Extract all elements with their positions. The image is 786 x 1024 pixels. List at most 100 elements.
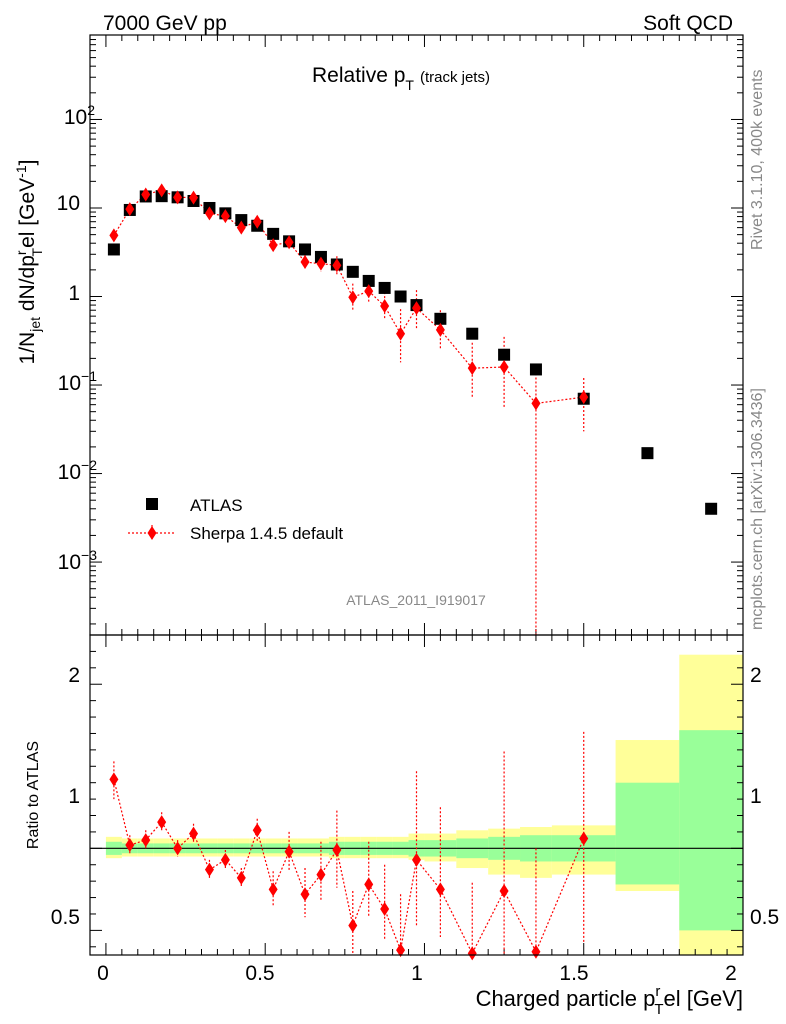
atlas-point — [529, 363, 542, 376]
xtick-label-2: 1 — [411, 962, 423, 985]
atlas-point — [705, 502, 718, 515]
sherpa-point — [435, 322, 445, 337]
sherpa-point — [268, 238, 278, 253]
analysis-watermark: ATLAS_2011_I919017 — [346, 592, 486, 608]
atlas-point — [641, 447, 654, 460]
atlas-point — [107, 243, 120, 256]
ratio-point — [467, 946, 477, 961]
atlas-point — [362, 274, 375, 287]
ratio-ytick-label-1-left: 1 — [68, 785, 80, 808]
main-ticks — [89, 34, 744, 635]
header-left: 7000 GeV pp — [103, 12, 227, 35]
header-right: Soft QCD — [643, 12, 733, 35]
ratio-point — [189, 826, 199, 841]
ratio-point — [157, 815, 167, 830]
ratio-point — [220, 852, 230, 867]
sherpa-point — [579, 390, 589, 405]
xlabel: Charged particle pr Tel [GeV] — [476, 983, 743, 1018]
ratio-point — [435, 882, 445, 897]
ratio-point — [364, 877, 374, 892]
ratio-point — [396, 943, 406, 958]
main-ytick-label-3: 10−1 — [58, 368, 98, 395]
atlas-point — [466, 327, 479, 340]
sherpa-point — [236, 220, 246, 235]
sherpa-point — [348, 290, 358, 305]
ratio-point — [380, 902, 390, 917]
sherpa-point — [531, 396, 541, 411]
svg-text:10: 10 — [57, 192, 80, 215]
legend-entry-sherpa: Sherpa 1.4.5 default — [128, 524, 343, 543]
sherpa-point — [109, 228, 119, 243]
sherpa-point — [125, 202, 135, 217]
ratio-point — [499, 884, 509, 898]
ratio-ytick-label-1-right: 1 — [750, 785, 762, 808]
atlas-point — [434, 312, 447, 325]
atlas-point — [299, 243, 312, 256]
svg-text:10−3: 10−3 — [58, 547, 98, 574]
legend-sherpa-label: Sherpa 1.4.5 default — [190, 524, 343, 543]
legend-atlas-marker — [146, 498, 158, 510]
ratio-point — [204, 862, 214, 877]
ratio-point — [316, 867, 326, 882]
sherpa-point — [252, 214, 262, 229]
svg-text:10−2: 10−2 — [58, 457, 98, 484]
ratio-ytick-label-0-right: 0.5 — [750, 906, 779, 929]
ratio-ytick-label-0-left: 0.5 — [51, 906, 80, 929]
atlas-point — [267, 227, 280, 240]
sherpa-point — [412, 301, 421, 316]
ratio-point — [284, 844, 294, 859]
svg-text:102: 102 — [64, 102, 95, 129]
sherpa-point — [284, 235, 294, 250]
main-ylabel: 1/Njet dN/dprTel [GeV-1] — [13, 160, 45, 365]
ratio-point — [125, 838, 135, 853]
mcplots-side-text: mcplots.cern.ch [arXiv:1306.3436] — [749, 388, 766, 630]
main-frame — [89, 34, 744, 636]
ratio-green-bin — [679, 730, 743, 931]
ratio-green-bin — [615, 782, 680, 885]
sherpa-point — [173, 190, 183, 205]
main-ytick-label-5: 10−3 — [58, 547, 98, 574]
atlas-point — [498, 348, 511, 361]
ratio-ylabel: Ratio to ATLAS — [25, 741, 42, 849]
ratio-marker-layer — [109, 772, 589, 961]
ratio-point — [300, 887, 310, 902]
ratio-ytick-label-2-right: 2 — [750, 664, 762, 687]
svg-text:10−1: 10−1 — [58, 368, 98, 395]
main-ytick-label-0: 102 — [64, 102, 95, 129]
atlas-point — [235, 214, 248, 227]
sherpa-point — [499, 359, 509, 374]
sherpa-point — [380, 299, 390, 314]
ratio-point — [252, 823, 262, 838]
atlas-point — [378, 281, 391, 294]
atlas-point — [346, 265, 359, 278]
sherpa-point — [396, 326, 406, 341]
ratio-point — [579, 831, 589, 846]
legend-sherpa-marker — [147, 526, 157, 540]
ratio-point — [173, 841, 183, 856]
sherpa-marker-layer — [109, 183, 589, 411]
sherpa-point — [157, 183, 167, 198]
xtick-label-0: 0 — [97, 962, 109, 985]
xtick-label-4: 2 — [725, 962, 737, 985]
sherpa-point — [204, 206, 214, 221]
atlas-marker-layer — [107, 190, 718, 515]
legend-entry-atlas: ATLAS — [146, 496, 243, 515]
main-ytick-label-1: 10 — [57, 192, 80, 215]
sherpa-point — [316, 256, 326, 271]
sherpa-point — [141, 187, 151, 202]
ratio-point — [141, 833, 151, 848]
main-ytick-label-2: 1 — [68, 282, 80, 305]
ratio-point — [348, 918, 358, 933]
ratio-point — [332, 842, 342, 857]
legend-atlas-label: ATLAS — [190, 496, 243, 515]
sherpa-errorbar-layer — [113, 188, 585, 635]
sherpa-point — [220, 209, 230, 224]
sherpa-point — [364, 284, 374, 299]
legend: ATLAS Sherpa 1.4.5 default — [128, 496, 343, 543]
main-tick-labels: 102 10 1 10−1 10−2 10−3 — [57, 102, 98, 574]
atlas-point — [394, 290, 407, 303]
xtick-label-3: 1.5 — [559, 962, 588, 985]
ratio-point — [109, 772, 119, 787]
ratio-point — [412, 852, 421, 867]
